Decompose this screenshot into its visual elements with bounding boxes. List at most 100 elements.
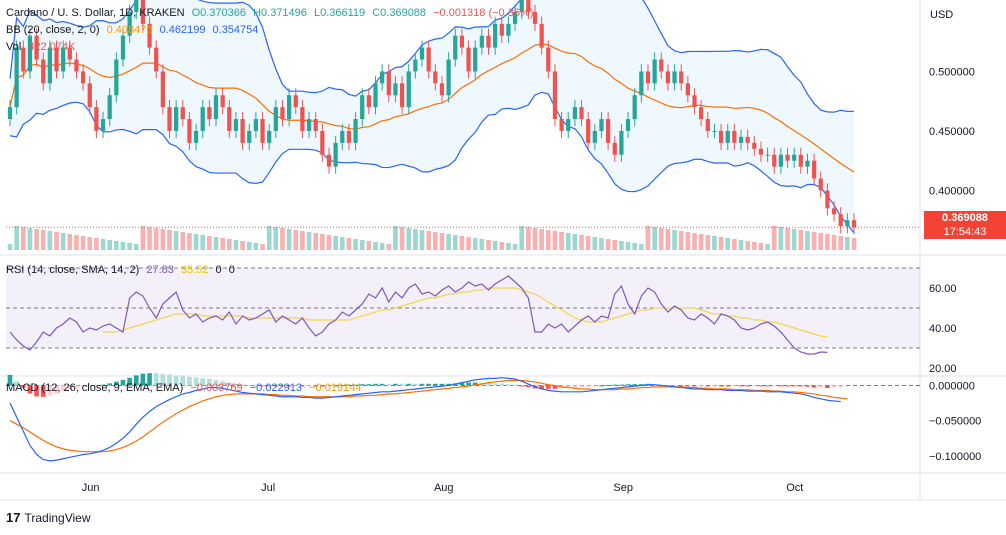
volume-bar (147, 227, 152, 250)
macd-histogram-bar (180, 375, 186, 386)
macd-histogram-bar (14, 381, 19, 386)
macd-histogram-bar (293, 385, 299, 387)
tradingview-brand-text: TradingView (24, 510, 91, 525)
candle-body (745, 136, 750, 143)
volume-bar (366, 241, 372, 250)
candle-body (187, 119, 192, 143)
open-value: O0.370366 (191, 7, 247, 19)
volume-bar (67, 234, 73, 250)
macd-histogram-bar (798, 385, 804, 387)
volume-bar (712, 236, 717, 250)
volume-bar (785, 228, 790, 250)
macd-histogram-bar (506, 384, 511, 386)
macd-histogram-bar (486, 382, 491, 386)
volume-bar (845, 237, 850, 250)
macd-histogram-bar (393, 383, 398, 386)
rsi-value: 27.83 (146, 264, 174, 276)
volume-bar (54, 232, 59, 250)
macd-histogram-bar (545, 385, 551, 389)
macd-histogram-bar (712, 385, 717, 387)
candle-body (811, 160, 817, 179)
macd-histogram-bar (811, 385, 817, 388)
macd-histogram-bar (300, 385, 305, 387)
volume-bar (446, 234, 451, 250)
volume-bar (771, 226, 777, 250)
volume-bar (758, 243, 764, 250)
candle-body (805, 160, 810, 167)
volume-bar (672, 230, 677, 250)
candle-body (752, 142, 757, 149)
macd-histogram-bar (565, 385, 571, 388)
price-axis: 0.400000 0.450000 0.500000 20.00 40.00 60.00 0… (82, 66, 982, 494)
volume-bar (519, 226, 525, 250)
macd-histogram-bar (187, 377, 192, 386)
symbol-title: Cardano / U. S. Dollar, 1D, KRAKEN (6, 7, 185, 19)
volume-bar (393, 226, 398, 250)
candle-body (645, 71, 651, 84)
candle-body (453, 35, 458, 60)
macd-histogram-bar (373, 383, 378, 386)
volume-bar (313, 233, 319, 250)
volume-bar (167, 230, 172, 250)
candle-body (167, 107, 172, 131)
time-tick-label: Aug (434, 482, 454, 494)
rsi-tick-label: 20.00 (929, 363, 957, 375)
volume-bar (14, 226, 19, 250)
macd-histogram-bar (280, 385, 285, 387)
macd-histogram-bar (672, 385, 677, 387)
volume-bar (80, 236, 86, 250)
macd-histogram-bar (751, 385, 757, 387)
volume-bar (47, 231, 53, 250)
candle-body (353, 119, 358, 143)
macd-histogram-bar (87, 385, 93, 387)
volume-bar (725, 238, 731, 250)
macd-histogram-bar (432, 383, 438, 386)
macd-tick-label: −0.100000 (929, 451, 981, 463)
symbol-legend: Cardano / U. S. Dollar, 1D, KRAKEN O0.37… (6, 6, 537, 20)
volume-bar (413, 229, 418, 250)
macd-signal-line (9, 379, 848, 453)
macd-histogram-bar (80, 385, 86, 388)
volume-bar (107, 240, 113, 250)
candle-body (532, 11, 538, 24)
volume-bar (133, 244, 139, 250)
macd-histogram-bar (499, 383, 505, 386)
time-tick-label: Sep (613, 482, 633, 494)
candle-body (512, 11, 518, 24)
rsi-tick-label: 60.00 (929, 283, 957, 295)
bb-upper-value: 0.462199 (159, 24, 206, 36)
macd-histogram-bar (639, 384, 644, 386)
candle-body (798, 154, 803, 167)
macd-tick-label: 0.000000 (929, 380, 975, 392)
volume-bar (705, 235, 711, 250)
macd-label: MACD (12, 26, close, 9, EMA, EMA) (6, 382, 184, 394)
high-value: H0.371496 (253, 7, 307, 19)
candle-body (625, 119, 631, 131)
volume-bar (698, 234, 704, 250)
volume-bar (187, 233, 192, 250)
macd-histogram-bar (74, 385, 79, 389)
macd-histogram-bar (40, 385, 46, 397)
price-tick-label: 0.450000 (929, 126, 975, 138)
volume-bar (825, 234, 830, 250)
macd-histogram-bar (200, 378, 206, 386)
macd-hist-value: −0.003769 (190, 382, 243, 394)
candle-body (233, 119, 239, 131)
candle-body (300, 107, 305, 131)
volume-bar (585, 236, 591, 250)
macd-histogram-bar (133, 375, 139, 386)
candle-body (785, 154, 790, 161)
volume-bar (432, 232, 438, 250)
candle-body (386, 71, 391, 96)
candle-body (506, 23, 511, 36)
candle-body (41, 59, 46, 84)
macd-histogram-bar (718, 385, 724, 387)
volume-bar (426, 231, 432, 250)
candle-body (207, 107, 212, 120)
volume-bar (160, 229, 166, 250)
tradingview-branding[interactable]: 17 TradingView (6, 510, 91, 525)
macd-histogram-bar (785, 385, 790, 387)
volume-bar (678, 231, 684, 250)
candle-body (665, 71, 671, 84)
